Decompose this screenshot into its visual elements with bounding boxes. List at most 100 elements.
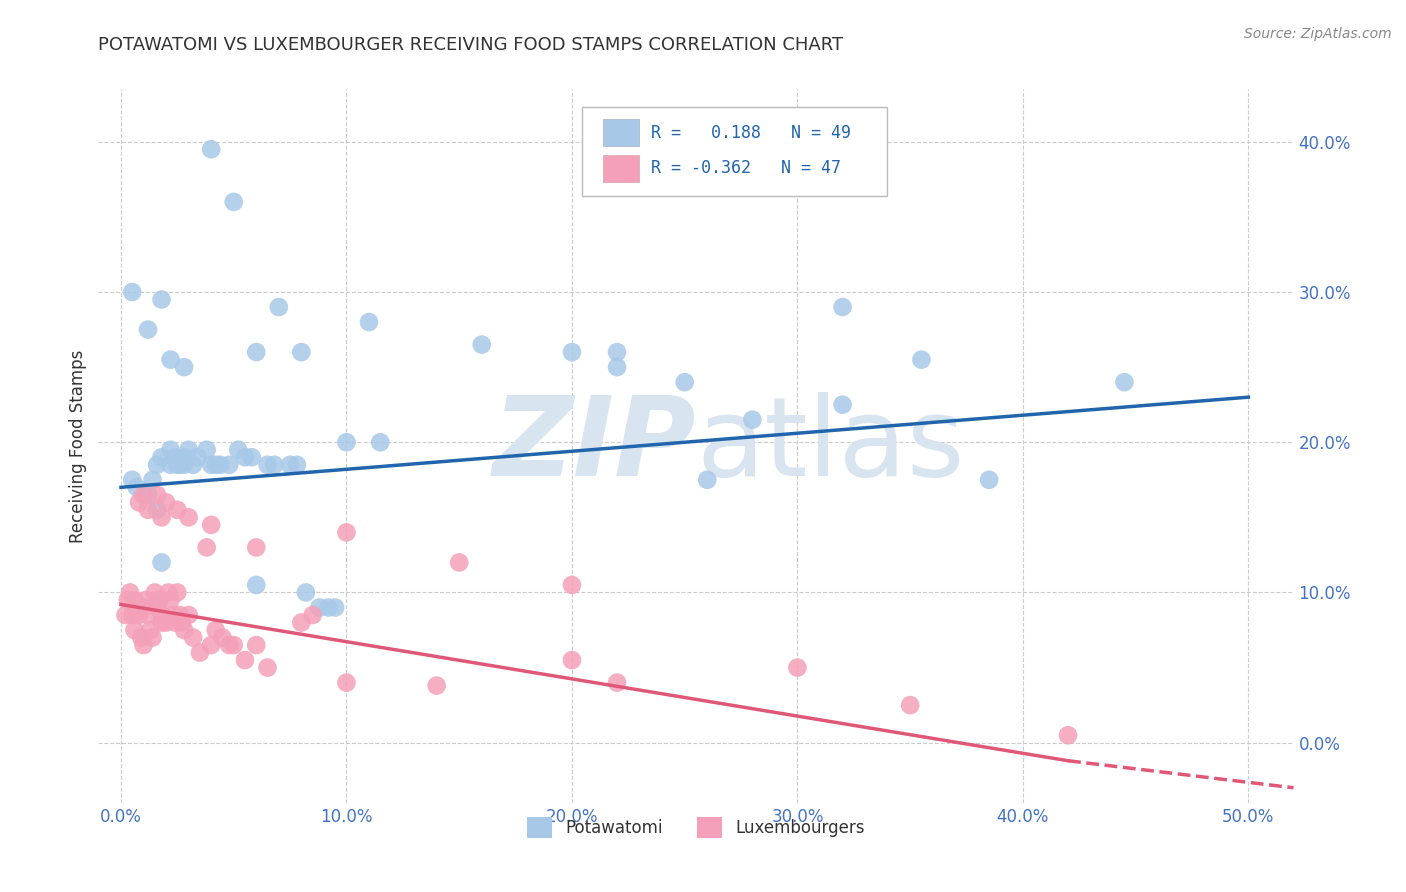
Point	[245, 345, 267, 359]
Y-axis label: Receiving Food Stamps: Receiving Food Stamps	[69, 350, 87, 542]
Point	[146, 503, 169, 517]
Text: R =   0.188   N = 49: R = 0.188 N = 49	[651, 124, 851, 142]
Point	[159, 442, 181, 457]
Point	[159, 352, 181, 367]
Point	[155, 615, 177, 630]
Point	[226, 442, 249, 457]
Point	[204, 623, 226, 637]
Point	[240, 450, 263, 465]
Point	[323, 600, 346, 615]
Point	[181, 631, 204, 645]
Point	[195, 442, 218, 457]
Point	[128, 495, 150, 509]
Point	[165, 450, 187, 465]
Point	[211, 631, 233, 645]
Point	[155, 495, 177, 509]
Point	[218, 638, 240, 652]
Point	[696, 473, 718, 487]
Point	[245, 578, 267, 592]
Point	[121, 473, 143, 487]
Point	[146, 458, 169, 472]
Point	[166, 503, 188, 517]
Point	[150, 293, 173, 307]
Point	[136, 503, 159, 517]
Point	[177, 607, 200, 622]
Point	[181, 458, 204, 472]
Point	[173, 450, 195, 465]
Point	[159, 593, 181, 607]
Point	[141, 473, 163, 487]
Point	[606, 675, 628, 690]
Point	[162, 607, 184, 622]
Point	[150, 556, 173, 570]
Point	[129, 631, 152, 645]
Point	[335, 435, 357, 450]
Point	[204, 458, 226, 472]
Point	[195, 541, 218, 555]
Point	[150, 607, 173, 622]
Point	[128, 607, 150, 622]
Point	[233, 450, 256, 465]
Point	[301, 607, 323, 622]
Point	[218, 458, 240, 472]
Point	[187, 450, 209, 465]
Point	[177, 510, 200, 524]
Point	[169, 607, 191, 622]
Point	[125, 480, 148, 494]
Text: R = -0.362   N = 47: R = -0.362 N = 47	[651, 160, 841, 178]
Point	[245, 541, 267, 555]
Point	[132, 638, 155, 652]
Point	[136, 488, 159, 502]
Point	[245, 638, 267, 652]
Point	[173, 360, 195, 375]
Point	[125, 600, 148, 615]
Point	[831, 398, 853, 412]
Point	[308, 600, 330, 615]
Point	[449, 556, 471, 570]
Point	[124, 593, 146, 607]
Point	[471, 337, 494, 351]
Point	[146, 488, 169, 502]
Point	[741, 413, 763, 427]
Point	[561, 578, 583, 592]
Point	[177, 442, 200, 457]
Point	[977, 473, 1000, 487]
Point	[278, 458, 301, 472]
Point	[121, 285, 143, 299]
Point	[290, 345, 312, 359]
Point	[150, 510, 173, 524]
Point	[173, 458, 195, 472]
Point	[256, 660, 278, 674]
Point	[256, 458, 278, 472]
Point	[132, 600, 155, 615]
Point	[318, 600, 340, 615]
Point	[1114, 375, 1136, 389]
Point	[1057, 728, 1080, 742]
Text: atlas: atlas	[696, 392, 965, 500]
Point	[143, 585, 166, 599]
Point	[200, 142, 222, 156]
Point	[121, 607, 143, 622]
Point	[165, 615, 187, 630]
Point	[200, 638, 222, 652]
Point	[188, 646, 211, 660]
Point	[157, 585, 180, 599]
Point	[831, 300, 853, 314]
Point	[148, 593, 170, 607]
Point	[357, 315, 380, 329]
Point	[159, 458, 181, 472]
Point	[139, 623, 162, 637]
Point	[285, 458, 308, 472]
Point	[200, 517, 222, 532]
Text: Source: ZipAtlas.com: Source: ZipAtlas.com	[1244, 27, 1392, 41]
Bar	[603, 120, 638, 146]
Point	[117, 593, 139, 607]
FancyBboxPatch shape	[582, 107, 887, 196]
Point	[136, 607, 159, 622]
Point	[118, 585, 141, 599]
Point	[673, 375, 696, 389]
Point	[132, 488, 155, 502]
Text: ZIP: ZIP	[492, 392, 696, 500]
Point	[222, 638, 245, 652]
Point	[222, 194, 245, 209]
